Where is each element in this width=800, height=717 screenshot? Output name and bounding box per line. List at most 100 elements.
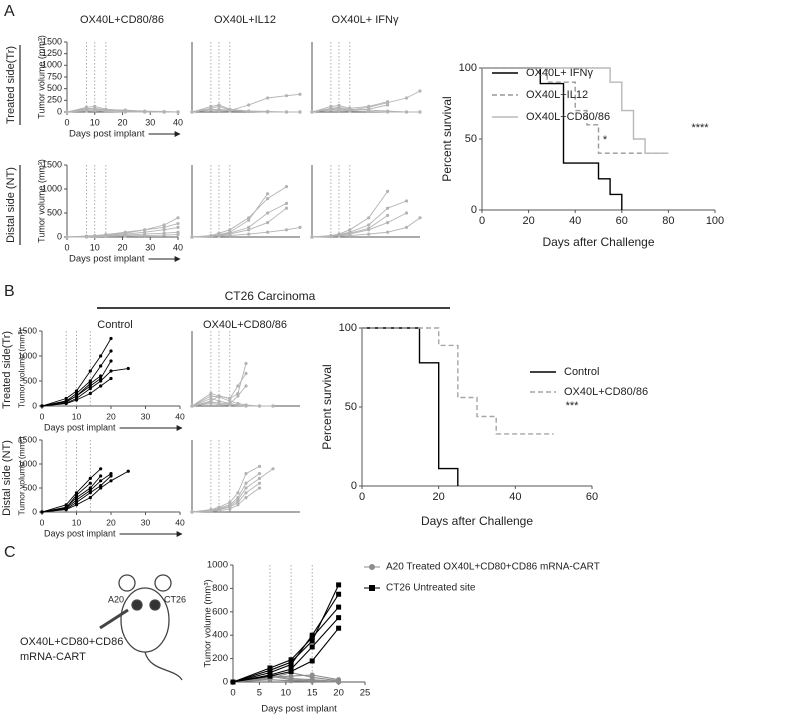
point (88, 486, 92, 490)
point (244, 403, 248, 407)
survival-curve (362, 327, 554, 435)
y-tick-label: 500 (47, 207, 62, 217)
point (336, 591, 342, 597)
point (93, 234, 97, 239)
point (228, 108, 232, 112)
point (123, 110, 127, 114)
mouse-line (311, 104, 388, 113)
y-tick-label: 1500 (42, 36, 62, 46)
x-tick-label: 20 (106, 517, 116, 527)
point (230, 679, 236, 685)
mouse-line (191, 482, 260, 513)
point (336, 604, 342, 610)
point (367, 216, 371, 220)
point (288, 678, 294, 684)
point (162, 233, 166, 237)
mouse-line (232, 594, 340, 683)
point (257, 404, 262, 408)
y-tick-label: 1000 (207, 560, 228, 571)
point (284, 228, 289, 232)
annotation: **** (691, 122, 709, 134)
point (109, 479, 113, 483)
y-axis-label: Tumor volume (mm³) (36, 35, 46, 119)
x-tick-label: 20 (117, 117, 127, 127)
y-tick-label: 400 (212, 630, 228, 641)
point (88, 369, 92, 373)
x-tick-label: 20 (333, 688, 344, 699)
legend-label: CT26 Untreated site (386, 583, 476, 594)
point (74, 498, 79, 502)
point (247, 109, 251, 113)
point (109, 369, 113, 373)
y-tick-label: 800 (212, 583, 228, 594)
point (88, 481, 92, 485)
x-tick-label: 10 (72, 411, 82, 421)
point (162, 228, 166, 232)
point (244, 361, 248, 366)
y-axis-label: Tumor volume (mm³) (36, 159, 46, 243)
point (267, 665, 273, 671)
point (404, 96, 409, 100)
point (209, 394, 213, 398)
survival-curve (362, 327, 459, 486)
point (310, 235, 314, 239)
point (99, 484, 103, 488)
point (84, 109, 89, 113)
row-label: Treated side(Tr) (1, 331, 13, 409)
point (236, 503, 240, 507)
point (209, 391, 213, 396)
cartoon-label: OX40L+CD80+CD86 (20, 636, 123, 648)
point (176, 225, 180, 229)
x-tick-label: 0 (64, 242, 69, 252)
point (123, 234, 127, 238)
y-tick-label: 500 (47, 83, 62, 93)
mouse-line (191, 373, 247, 407)
point (217, 103, 221, 107)
y-tick-label: 0 (57, 106, 62, 116)
cartoon-label: mRNA-CART (20, 651, 86, 663)
point (257, 464, 262, 468)
mouse-line (311, 217, 421, 238)
point (310, 110, 314, 114)
point (99, 384, 103, 388)
x-tick-label: 40 (175, 411, 185, 421)
x-tick-label: 0 (40, 411, 45, 421)
point (143, 110, 147, 114)
mouse-line (191, 385, 247, 407)
point (271, 404, 275, 408)
point (40, 510, 44, 514)
x-axis-label: Days after Challenge (421, 514, 533, 528)
point (236, 394, 240, 398)
point (228, 399, 232, 403)
point (288, 668, 294, 674)
point (228, 228, 232, 232)
point (386, 221, 390, 225)
y-tick-label: 500 (23, 375, 37, 385)
point (74, 394, 79, 398)
point (244, 371, 248, 376)
point (109, 376, 113, 381)
point (228, 507, 232, 511)
point (209, 396, 213, 401)
x-tick-label: 20 (106, 411, 116, 421)
mouse-line (41, 378, 112, 407)
point (247, 225, 251, 229)
x-tick-label: 0 (230, 688, 235, 699)
point (190, 404, 194, 408)
panel-label: C (4, 544, 16, 561)
x-tick-label: 100 (706, 215, 724, 227)
y-tick-label: 0 (351, 480, 357, 492)
x-tick-label: 10 (90, 117, 100, 127)
point (257, 472, 262, 476)
y-tick-label: 500 (23, 482, 37, 492)
point (74, 493, 79, 497)
chart-title: OX40L+CD80/86 (80, 14, 164, 26)
x-tick-label: 10 (281, 688, 292, 699)
y-tick-label: 1250 (42, 48, 62, 58)
x-tick-label: 0 (40, 517, 45, 527)
mouse-line (311, 101, 388, 113)
point (209, 400, 213, 404)
point (404, 225, 409, 229)
